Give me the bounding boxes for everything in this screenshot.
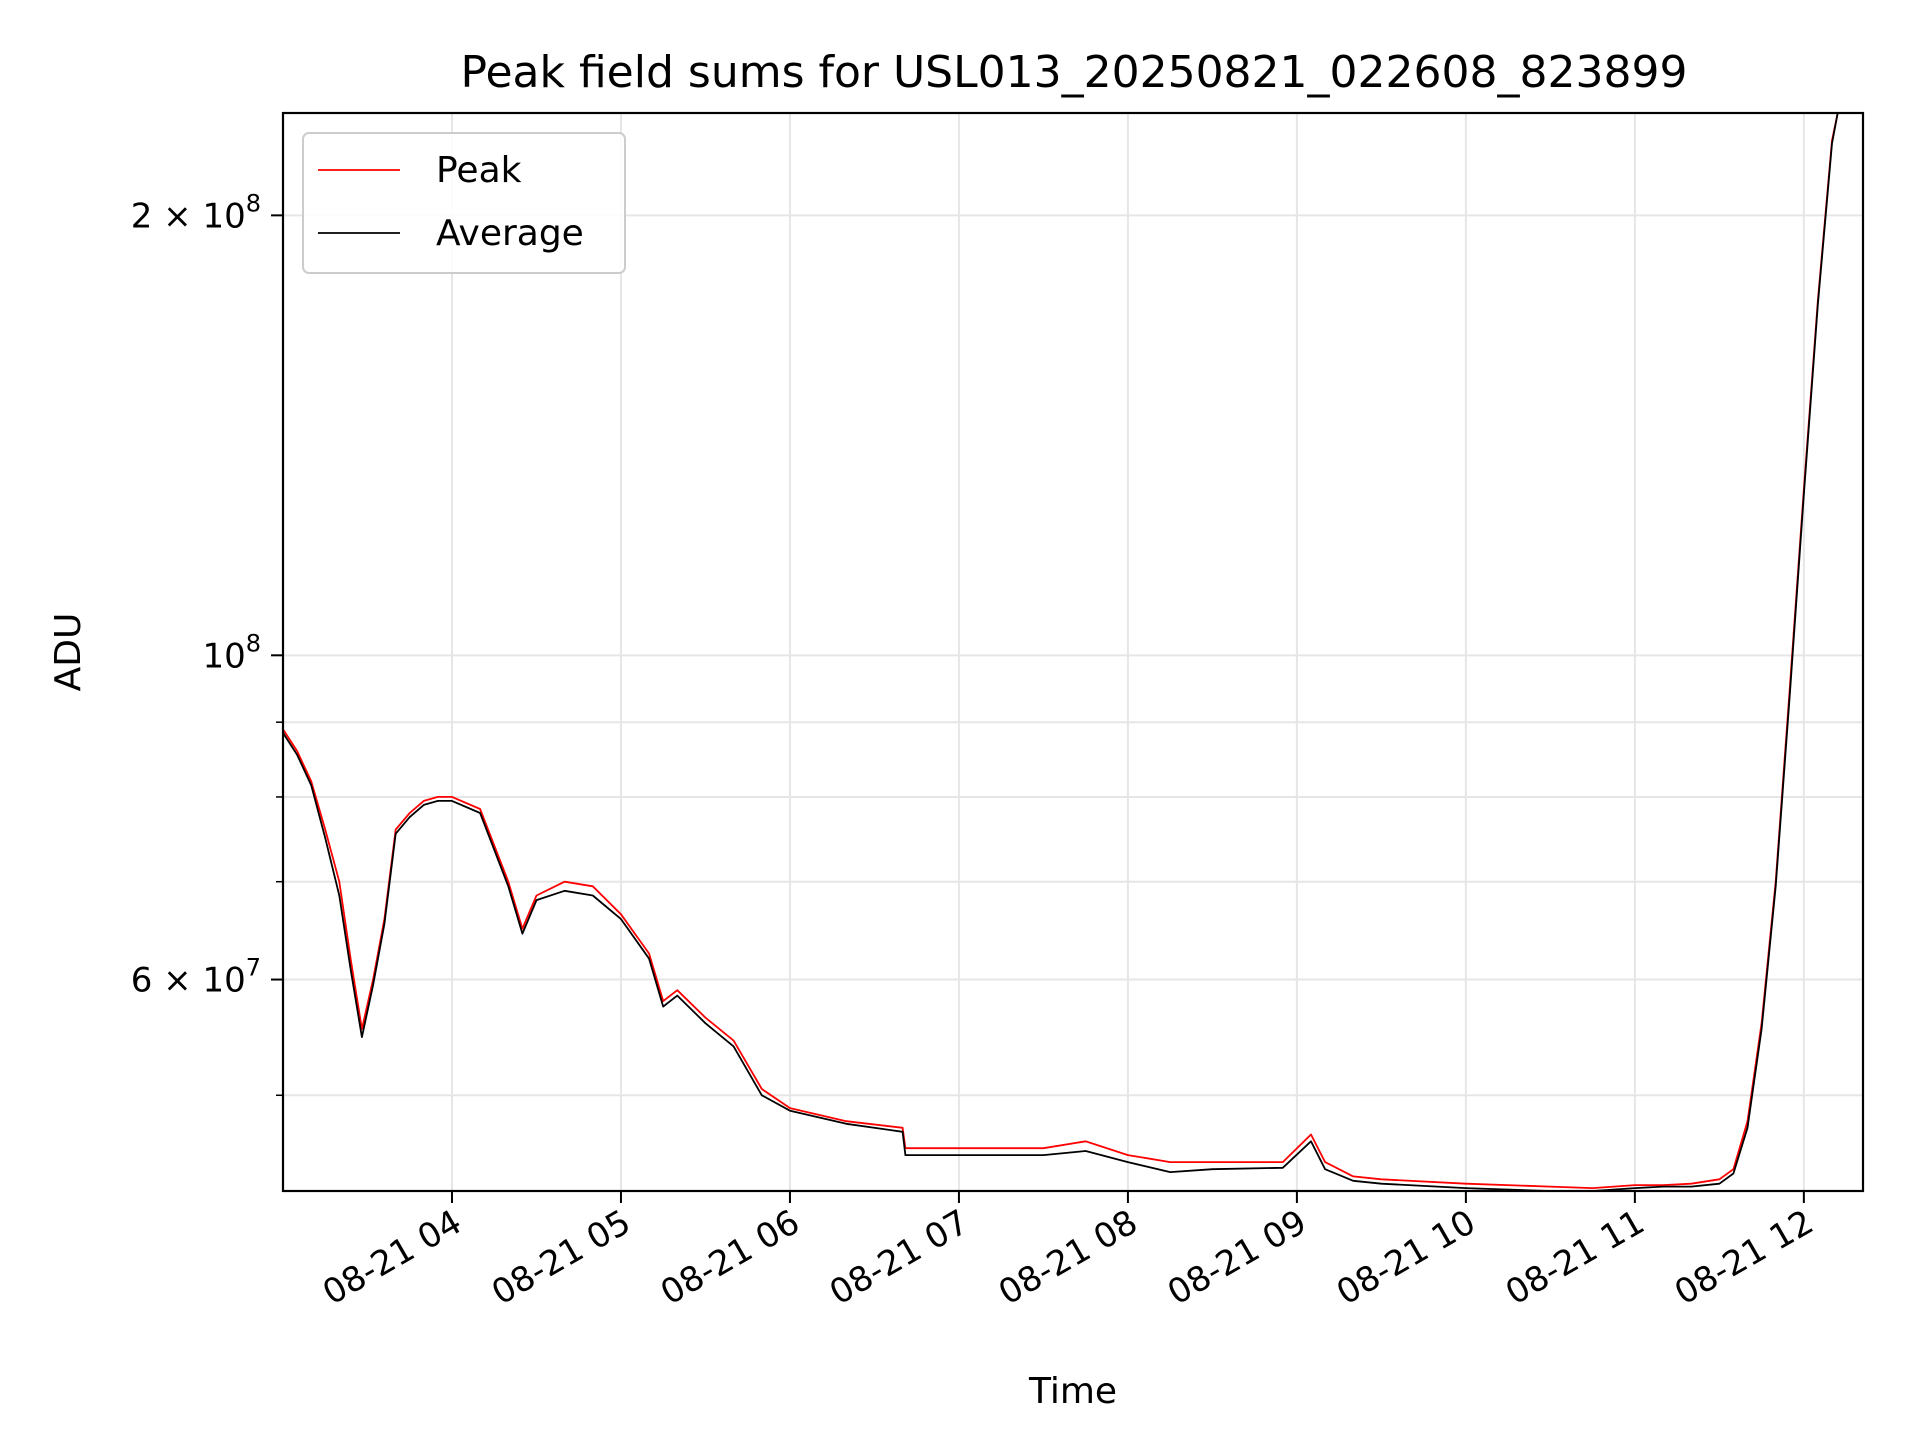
y-tick-label: 2 × 108 [131,189,261,236]
x-axis-label: Time [1028,1371,1117,1412]
series-line-average [283,113,1839,1191]
x-tick-label: 08-21 04 [316,1202,468,1313]
x-tick-label: 08-21 12 [1668,1202,1820,1313]
y-axis-label: ADU [48,613,89,692]
legend-label: Average [436,213,584,254]
legend-label: Peak [436,150,522,191]
x-tick-label: 08-21 09 [1161,1202,1313,1313]
x-axis: 08-21 04 08-21 05 08-21 06 08-21 07 08-21 08… [316,1191,1820,1313]
x-tick-label: 08-21 07 [823,1202,975,1313]
x-tick-label: 08-21 11 [1499,1202,1651,1313]
y-tick-label: 108 [202,629,261,676]
plot-series [283,113,1839,1191]
x-tick-label: 08-21 05 [485,1202,637,1313]
chart-title: Peak field sums for USL013_20250821_0226… [461,47,1688,98]
x-tick-label: 08-21 10 [1330,1202,1482,1313]
series-line-peak [283,113,1839,1189]
y-axis: 6 × 107 108 2 × 108 [131,189,283,1097]
plot-frame [281,111,1865,1193]
legend: Peak Average [302,132,626,274]
x-tick-label: 08-21 08 [992,1202,1144,1313]
y-tick-label: 6 × 107 [131,954,261,1001]
gridlines [283,113,1863,1191]
x-tick-label: 08-21 06 [654,1202,806,1313]
legend-box [302,132,626,274]
